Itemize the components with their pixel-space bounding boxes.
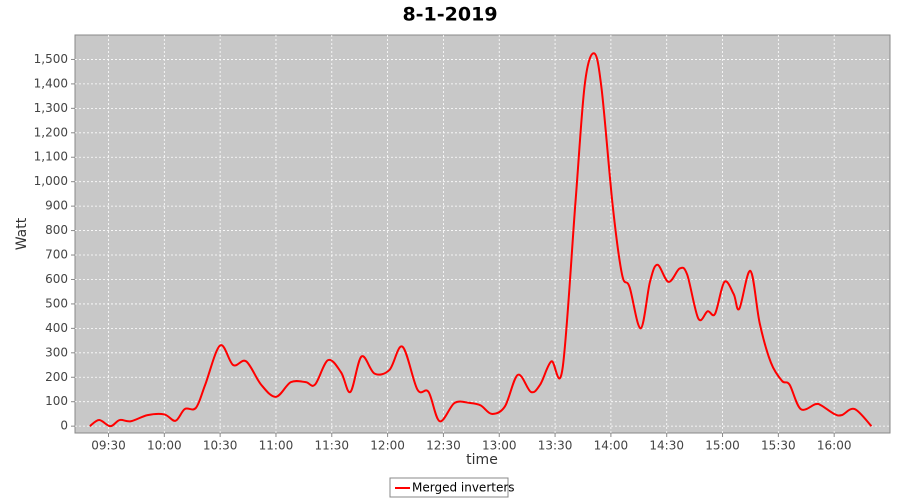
legend-box	[389, 477, 509, 498]
x-tick-label: 15:00	[705, 439, 740, 453]
x-tick-label: 13:00	[482, 439, 517, 453]
y-tick-label: 900	[45, 199, 68, 213]
x-tick-label: 14:30	[649, 439, 684, 453]
y-tick-label: 600	[45, 272, 68, 286]
y-tick-label: 1,500	[34, 52, 68, 66]
plot-area	[74, 34, 891, 434]
y-tick-label: 200	[45, 370, 68, 384]
x-tick-label: 13:30	[538, 439, 573, 453]
x-tick-label: 11:30	[314, 439, 349, 453]
y-tick-label: 400	[45, 321, 68, 335]
x-tick-label: 16:00	[817, 439, 852, 453]
y-tick-label: 100	[45, 394, 68, 408]
y-tick-label: 1,300	[34, 101, 68, 115]
x-tick-label: 12:00	[370, 439, 405, 453]
y-tick-label: 1,200	[34, 125, 68, 139]
x-tick-label: 12:30	[426, 439, 461, 453]
x-tick-label: 09:30	[91, 439, 126, 453]
x-tick-label: 11:00	[259, 439, 294, 453]
y-tick-label: 1,400	[34, 76, 68, 90]
y-axis-label: Watt	[14, 217, 30, 250]
y-tick-label: 300	[45, 345, 68, 359]
x-tick-label: 10:00	[147, 439, 182, 453]
x-tick-label: 14:00	[594, 439, 629, 453]
x-tick-label: 15:30	[761, 439, 796, 453]
y-tick-label: 1,100	[34, 150, 68, 164]
x-tick-label: 10:30	[203, 439, 238, 453]
series-line	[89, 52, 873, 428]
y-tick-label: 1,000	[34, 174, 68, 188]
y-tick-label: 700	[45, 248, 68, 262]
chart-title: 8-1-2019	[402, 4, 497, 26]
y-tick-label: 500	[45, 296, 68, 310]
y-tick-label: 0	[60, 419, 68, 433]
y-tick-label: 800	[45, 223, 68, 237]
x-axis-label: time	[466, 452, 498, 468]
legend-label: Merged inverters	[412, 481, 515, 495]
